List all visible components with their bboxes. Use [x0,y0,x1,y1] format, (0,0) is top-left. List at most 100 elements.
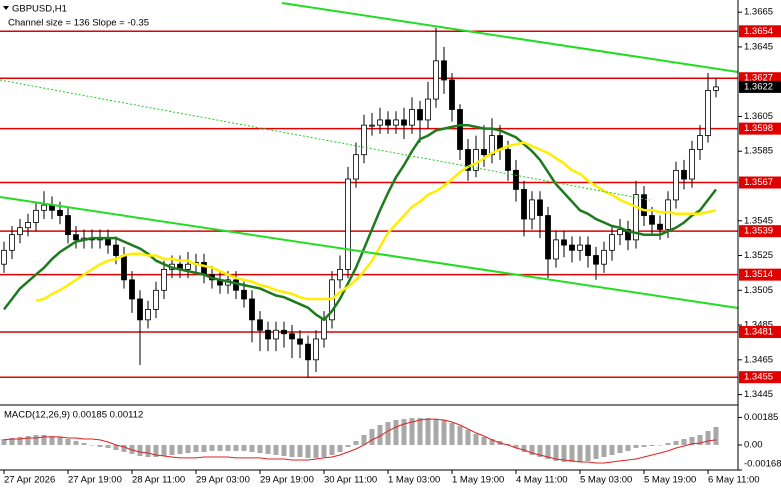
macd-bar [281,444,287,456]
candle-body [185,263,191,270]
macd-bar [105,444,111,448]
macd-bar [689,436,695,445]
level-label: 1.3567 [744,177,773,188]
y-tick-label: 1.3585 [744,146,773,157]
macd-bar [457,426,463,445]
candle-body [273,329,279,340]
macd-bar [57,436,63,445]
macd-bar [537,444,543,458]
candle-body [417,109,423,121]
candle-body [705,89,711,136]
macd-bar [505,443,511,445]
level-tag [739,325,781,338]
macd-bar [441,419,447,445]
candle-body [601,249,607,265]
chart-layer [0,27,738,464]
candle-body [25,222,31,229]
macd-bar [449,422,455,445]
candle-body [465,149,471,171]
x-tick-label: 1 May 03:00 [388,475,440,486]
candle-body [385,119,391,126]
macd-bar [185,444,191,454]
macd-bar [337,444,343,452]
y-tick-label: 1.3485 [744,320,773,331]
macd-bar [97,444,103,447]
macd-bar [89,444,95,446]
macd-bar [257,444,263,454]
candle-body [529,199,535,220]
macd-bar [361,435,367,445]
candle-body [665,199,671,230]
level-label: 1.3654 [744,26,773,37]
x-tick-label: 28 Apr 11:00 [132,475,185,486]
candle-body [353,154,359,180]
macd-bar [25,436,31,445]
macd-bar [593,444,599,459]
macd-bar [513,444,519,448]
candle-body [129,279,135,300]
candle-body [65,215,71,236]
macd-bar [481,436,487,445]
macd-bar [529,444,535,455]
trend-line [0,196,739,309]
level-label: 1.3627 [744,73,773,84]
y-tick-label: 0.00 [744,439,763,450]
macd-bar [609,444,615,455]
macd-bar [193,444,199,452]
candle-body [257,319,263,331]
candle-body [1,249,7,265]
x-tick-label: 4 May 11:00 [516,475,568,486]
candle-body [609,234,615,251]
y-tick-label: 1.3645 [744,41,773,52]
level-tag [739,371,781,384]
candle-body [265,329,271,340]
macd-bar [697,435,703,445]
level-tag [739,268,781,281]
last-price-label: 1.3622 [744,81,773,92]
candle-body [441,60,447,81]
candle-body [249,298,255,321]
macd-bar [169,444,175,455]
candle-body [121,255,127,281]
candle-body [145,308,151,321]
candle-body [553,239,559,260]
level-tag [739,122,781,135]
macd-bar [617,444,623,454]
macd-bar [313,444,319,458]
macd-bar [425,418,431,445]
y-tick-label: 1.3525 [744,250,773,261]
candle-body [281,329,287,335]
x-tick-label: 5 May 19:00 [644,475,696,486]
macd-bar [369,429,375,445]
macd-signal [3,418,717,464]
candle-body [457,109,463,150]
candle-body [377,119,383,126]
candle-body [153,289,159,310]
macd-bar [713,426,719,445]
candle-body [513,169,519,190]
macd-bar [289,444,295,458]
candle-body [57,209,63,216]
macd-bar [705,430,711,445]
macd-bar [321,444,327,458]
candle-body [473,149,479,171]
macd-bar [137,444,143,456]
y-tick-label: 1.3505 [744,285,773,296]
macd-bar [473,433,479,445]
x-tick-label: 1 May 19:00 [452,475,504,486]
x-tick-label: 29 Apr 19:00 [260,475,314,486]
candle-body [449,79,455,110]
macd-bar [657,444,663,446]
candle-body [593,255,599,265]
level-tag [739,25,781,38]
macd-bar [673,440,679,445]
candle-body [345,178,351,270]
y-tick-label: 1.3605 [744,111,773,122]
macd-bar [153,444,159,458]
menu-icon[interactable] [3,6,9,10]
macd-bar [217,444,223,451]
candle-body [113,244,119,256]
macd-bar [9,437,15,445]
candle-body [689,149,695,180]
